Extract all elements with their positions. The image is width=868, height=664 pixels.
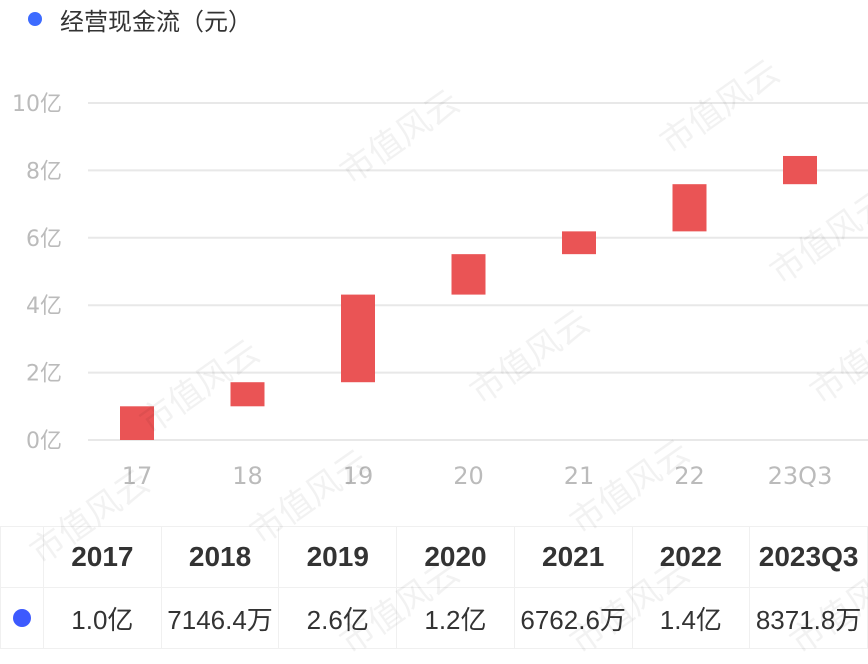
value-cell: 8371.8万: [749, 587, 868, 649]
bar-23Q3[interactable]: [783, 155, 817, 185]
y-tick-label: 6亿: [26, 227, 62, 252]
series-dot-icon: [13, 608, 31, 627]
x-tick-label: 17: [122, 462, 153, 490]
header-cell: 2017: [43, 526, 162, 588]
y-tick-label: 10亿: [12, 92, 62, 117]
header-cell: 2019: [278, 526, 398, 588]
bar-18[interactable]: [230, 382, 265, 407]
bar-22[interactable]: [672, 184, 707, 232]
legend-label: 经营现金流（元）: [60, 7, 252, 36]
waterfall-chart: 0亿 2亿 4亿 6亿 8亿 10亿 17 18 19 20 21 22 23Q3: [12, 92, 868, 490]
legend-dot-icon: [28, 12, 42, 26]
x-tick-label: 22: [674, 462, 705, 490]
value-cell: 1.4亿: [631, 587, 751, 649]
header-cell: 2023Q3: [749, 526, 868, 588]
series-dot-cell: [0, 587, 44, 649]
bar-20[interactable]: [451, 254, 486, 295]
table-header-row: 2017 2018 2019 2020 2021 2022 2023Q3: [0, 526, 868, 588]
table-value-row: 1.0亿 7146.4万 2.6亿 1.2亿 6762.6万 1.4亿 8371.8万: [0, 587, 868, 649]
value-cell: 6762.6万: [513, 587, 633, 649]
y-tick-label: 0亿: [26, 429, 62, 454]
x-tick-label: 18: [232, 462, 263, 490]
value-cell: 1.2亿: [396, 587, 515, 649]
value-cell: 7146.4万: [160, 587, 280, 649]
x-tick-label: 19: [343, 462, 374, 490]
value-cell: 2.6亿: [278, 587, 398, 649]
x-tick-label: 21: [564, 462, 595, 490]
header-cell: 2022: [631, 526, 751, 588]
header-cell: 2021: [513, 526, 633, 588]
bar-19[interactable]: [341, 294, 375, 383]
x-tick-label: 20: [453, 462, 484, 490]
legend[interactable]: 经营现金流（元）: [28, 2, 252, 36]
bar-17[interactable]: [120, 406, 154, 440]
header-cell: 2018: [160, 526, 280, 588]
y-tick-label: 2亿: [26, 362, 62, 387]
header-blank-cell: [0, 526, 44, 588]
x-tick-label: 23Q3: [768, 462, 833, 490]
y-tick-label: 8亿: [26, 159, 62, 184]
value-cell: 1.0亿: [43, 587, 162, 649]
y-tick-label: 4亿: [26, 294, 62, 319]
data-table: 2017 2018 2019 2020 2021 2022 2023Q3 1.0亿 7146.…: [0, 526, 868, 649]
header-cell: 2020: [396, 526, 515, 588]
bar-21[interactable]: [562, 231, 596, 255]
